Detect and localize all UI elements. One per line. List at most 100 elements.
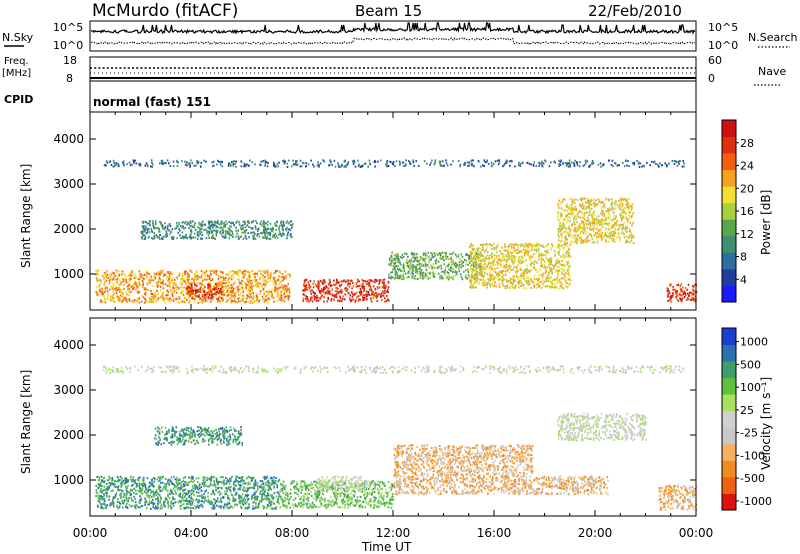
- echo-cell: [494, 276, 497, 279]
- echo-cell: [136, 297, 139, 300]
- echo-cell: [470, 279, 473, 282]
- echo-cell: [388, 263, 390, 266]
- echo-cell: [605, 198, 607, 201]
- echo-cell: [468, 276, 471, 279]
- echo-cell: [672, 288, 674, 291]
- echo-cell: [245, 300, 247, 303]
- echo-cell: [504, 255, 507, 258]
- echo-cell: [117, 275, 119, 278]
- echo-cell: [159, 279, 162, 282]
- echo-cell: [434, 254, 436, 257]
- echo-cell: [260, 220, 262, 223]
- echo-cell: [628, 237, 630, 239]
- echo-cell: [516, 265, 518, 268]
- echo-cell: [434, 273, 436, 275]
- echo-cell: [268, 277, 270, 280]
- echo-cell: [425, 264, 427, 267]
- echo-cell: [439, 256, 442, 258]
- echo-cell: [409, 268, 412, 271]
- echo-cell: [528, 282, 531, 285]
- echo-cell: [130, 164, 133, 167]
- echo-cell: [606, 208, 609, 211]
- echo-cell: [482, 276, 484, 279]
- echo-cell: [249, 271, 252, 274]
- echo-cell: [484, 161, 486, 164]
- echo-cell: [608, 213, 610, 216]
- echo-cell: [571, 207, 574, 210]
- echo-cell: [387, 288, 389, 291]
- echo-cell: [533, 265, 535, 268]
- echo-cell: [408, 267, 411, 269]
- echo-cell: [597, 198, 599, 201]
- echo-cell: [450, 261, 452, 264]
- echo-cell: [372, 285, 375, 288]
- echo-cell: [113, 288, 116, 291]
- echo-cell: [146, 164, 149, 166]
- echo-cell: [282, 220, 285, 223]
- echo-cell: [591, 222, 593, 224]
- echo-cell: [209, 225, 211, 228]
- echo-cell: [262, 160, 265, 163]
- echo-cell: [174, 227, 176, 230]
- echo-cell: [471, 269, 474, 272]
- echo-cell: [584, 229, 586, 232]
- echo-cell: [185, 290, 187, 293]
- echo-cell: [683, 162, 685, 165]
- echo-cell: [329, 283, 331, 286]
- echo-cell: [142, 226, 145, 229]
- echo-cell: [221, 284, 224, 287]
- echo-cell: [561, 209, 564, 211]
- echo-cell: [156, 289, 158, 292]
- echo-cell: [128, 278, 130, 280]
- echo-cell: [189, 269, 192, 272]
- echo-cell: [198, 221, 200, 224]
- echo-cell: [164, 222, 166, 225]
- echo-cell: [550, 269, 553, 272]
- echo-cell: [602, 219, 604, 222]
- echo-cell: [692, 285, 694, 288]
- echo-cell: [191, 292, 194, 295]
- echo-cell: [177, 225, 179, 228]
- echo-cell: [429, 271, 432, 274]
- echo-cell: [167, 275, 170, 278]
- echo-cell: [485, 257, 488, 260]
- echo-cell: [241, 285, 244, 288]
- echo-cell: [271, 289, 273, 292]
- echo-cell: [327, 296, 329, 299]
- echo-cell: [143, 301, 146, 304]
- echo-cell: [433, 252, 436, 255]
- echo-cell: [110, 275, 112, 278]
- echo-cell: [166, 159, 169, 162]
- echo-cell: [399, 163, 401, 166]
- echo-cell: [530, 244, 533, 246]
- echo-cell: [101, 274, 104, 277]
- echo-cell: [150, 291, 153, 294]
- echo-cell: [100, 281, 102, 284]
- echo-cell: [229, 298, 231, 301]
- echo-cell: [500, 270, 502, 273]
- echo-cell: [266, 274, 269, 277]
- echo-cell: [583, 213, 586, 216]
- echo-cell: [123, 283, 125, 286]
- echo-cell: [508, 160, 511, 163]
- echo-cell: [281, 299, 283, 302]
- echo-cell: [396, 261, 399, 263]
- echo-cell: [469, 285, 471, 288]
- echo-cell: [114, 278, 117, 281]
- echo-cell: [440, 271, 443, 273]
- echo-cell: [267, 297, 269, 300]
- echo-cell: [623, 207, 625, 210]
- echo-cell: [175, 283, 177, 286]
- echo-cell: [597, 233, 599, 235]
- echo-cell: [623, 165, 626, 168]
- echo-cell: [383, 300, 386, 303]
- echo-cell: [612, 207, 615, 210]
- echo-cell: [237, 229, 240, 232]
- echo-cell: [218, 298, 220, 301]
- echo-cell: [472, 264, 475, 267]
- echo-cell: [329, 279, 331, 282]
- echo-cell: [613, 234, 616, 237]
- echo-cell: [582, 165, 585, 167]
- echo-cell: [249, 300, 251, 303]
- echo-cell: [498, 159, 500, 162]
